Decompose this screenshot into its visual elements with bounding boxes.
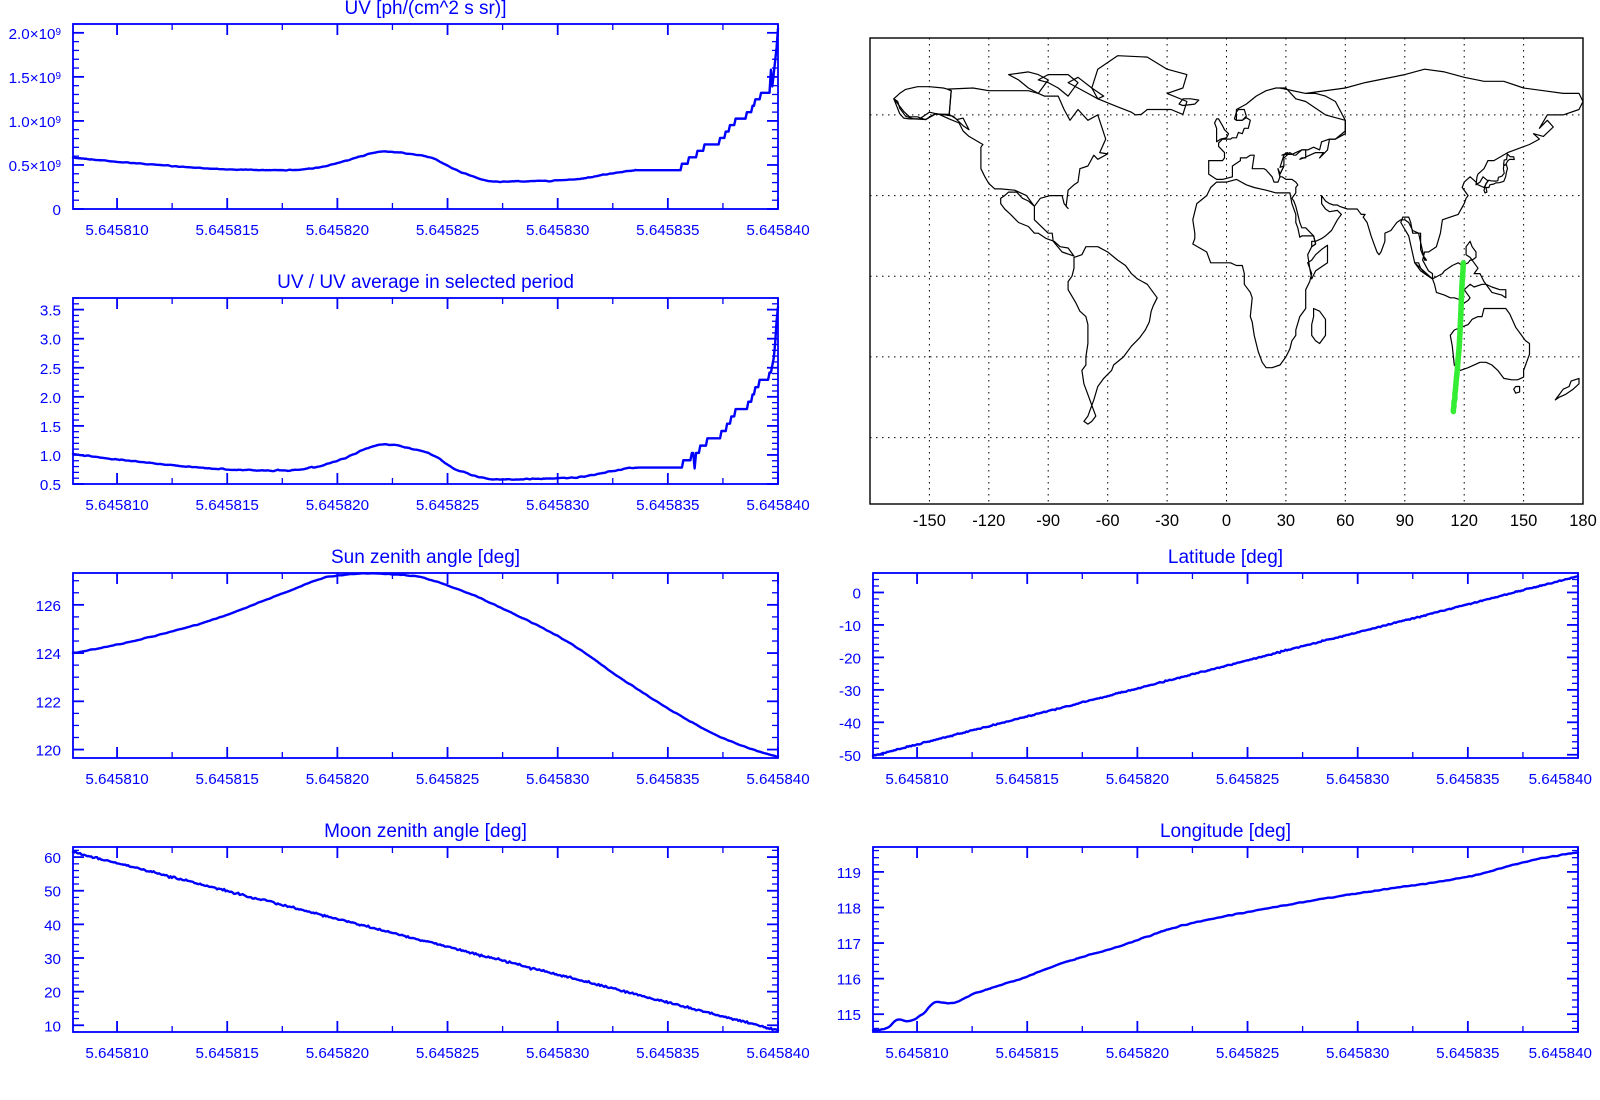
svg-text:124: 124 — [36, 646, 61, 663]
svg-text:5.645835: 5.645835 — [636, 771, 699, 788]
svg-text:5.645810: 5.645810 — [85, 497, 148, 514]
svg-text:5.645820: 5.645820 — [306, 771, 369, 788]
svg-text:UV / UV average in selected pe: UV / UV average in selected period — [277, 272, 574, 293]
svg-text:40: 40 — [44, 917, 61, 934]
svg-text:119: 119 — [837, 865, 861, 882]
svg-text:-40: -40 — [839, 715, 861, 732]
svg-text:Sun zenith angle [deg]: Sun zenith angle [deg] — [331, 547, 520, 568]
svg-text:5.645820: 5.645820 — [306, 222, 369, 239]
svg-text:5.645830: 5.645830 — [526, 222, 589, 239]
svg-text:-50: -50 — [839, 748, 861, 765]
svg-text:180: 180 — [1569, 512, 1597, 530]
svg-text:UV [ph/(cm^2 s sr)]: UV [ph/(cm^2 s sr)] — [345, 0, 507, 19]
svg-text:-20: -20 — [839, 650, 861, 667]
svg-text:5.645835: 5.645835 — [636, 497, 699, 514]
svg-text:1.5: 1.5 — [40, 419, 61, 436]
svg-text:5.645840: 5.645840 — [746, 497, 809, 514]
svg-text:5.645820: 5.645820 — [1106, 1045, 1169, 1062]
svg-text:30: 30 — [1277, 512, 1295, 530]
svg-text:50: 50 — [44, 884, 61, 901]
svg-text:-10: -10 — [839, 618, 861, 635]
svg-text:3.0: 3.0 — [40, 332, 61, 349]
svg-text:1.0: 1.0 — [40, 448, 61, 465]
svg-text:5.645840: 5.645840 — [746, 1045, 809, 1062]
svg-text:5.645810: 5.645810 — [85, 1045, 148, 1062]
svg-text:-150: -150 — [913, 512, 946, 530]
svg-text:3.5: 3.5 — [40, 303, 61, 320]
svg-text:5.645825: 5.645825 — [1216, 1045, 1279, 1062]
svg-text:5.645810: 5.645810 — [85, 222, 148, 239]
svg-text:5.645825: 5.645825 — [416, 771, 479, 788]
svg-text:5.645830: 5.645830 — [526, 1045, 589, 1062]
svg-text:10: 10 — [44, 1018, 61, 1035]
svg-text:5.645830: 5.645830 — [526, 771, 589, 788]
svg-text:120: 120 — [1450, 512, 1478, 530]
svg-text:5.645840: 5.645840 — [1529, 771, 1592, 788]
svg-text:5.645830: 5.645830 — [526, 497, 589, 514]
svg-text:5.645820: 5.645820 — [1106, 771, 1169, 788]
svg-text:1.0×109: 1.0×109 — [9, 114, 62, 131]
svg-text:-90: -90 — [1036, 512, 1060, 530]
svg-text:1.5×109: 1.5×109 — [9, 70, 62, 87]
svg-text:90: 90 — [1396, 512, 1414, 530]
svg-text:5.645840: 5.645840 — [746, 222, 809, 239]
svg-text:5.645815: 5.645815 — [196, 1045, 259, 1062]
svg-text:60: 60 — [1336, 512, 1354, 530]
svg-text:Longitude [deg]: Longitude [deg] — [1160, 821, 1291, 842]
svg-text:60: 60 — [44, 850, 61, 867]
svg-text:5.645825: 5.645825 — [416, 497, 479, 514]
svg-text:2.5: 2.5 — [40, 361, 61, 378]
svg-text:0: 0 — [853, 586, 861, 603]
svg-text:0.5×109: 0.5×109 — [9, 158, 62, 175]
svg-text:5.645815: 5.645815 — [996, 771, 1059, 788]
svg-text:122: 122 — [36, 694, 61, 711]
svg-text:-60: -60 — [1096, 512, 1120, 530]
svg-text:-120: -120 — [972, 512, 1005, 530]
svg-text:5.645835: 5.645835 — [636, 222, 699, 239]
svg-text:30: 30 — [44, 951, 61, 968]
svg-text:126: 126 — [36, 598, 61, 615]
svg-text:Moon zenith angle [deg]: Moon zenith angle [deg] — [324, 821, 527, 842]
svg-text:0: 0 — [1222, 512, 1231, 530]
svg-text:5.645820: 5.645820 — [306, 1045, 369, 1062]
svg-text:Latitude [deg]: Latitude [deg] — [1168, 547, 1283, 568]
svg-text:5.645835: 5.645835 — [1436, 1045, 1499, 1062]
svg-text:5.645815: 5.645815 — [196, 222, 259, 239]
svg-text:5.645835: 5.645835 — [636, 1045, 699, 1062]
svg-text:5.645820: 5.645820 — [306, 497, 369, 514]
svg-text:5.645815: 5.645815 — [196, 771, 259, 788]
svg-text:5.645840: 5.645840 — [1529, 1045, 1592, 1062]
svg-text:0: 0 — [53, 202, 61, 219]
svg-text:120: 120 — [36, 743, 61, 760]
svg-text:5.645825: 5.645825 — [416, 1045, 479, 1062]
svg-text:20: 20 — [44, 985, 61, 1002]
svg-text:5.645835: 5.645835 — [1436, 771, 1499, 788]
svg-text:2.0×109: 2.0×109 — [9, 26, 62, 43]
svg-text:115: 115 — [837, 1007, 861, 1024]
svg-text:2.0: 2.0 — [40, 390, 61, 407]
svg-text:5.645815: 5.645815 — [996, 1045, 1059, 1062]
svg-text:116: 116 — [837, 972, 861, 989]
svg-text:5.645815: 5.645815 — [196, 497, 259, 514]
svg-text:5.645825: 5.645825 — [1216, 771, 1279, 788]
svg-text:5.645810: 5.645810 — [85, 771, 148, 788]
svg-text:117: 117 — [837, 936, 861, 953]
svg-text:5.645840: 5.645840 — [746, 771, 809, 788]
svg-text:5.645825: 5.645825 — [416, 222, 479, 239]
svg-text:150: 150 — [1510, 512, 1538, 530]
svg-text:0.5: 0.5 — [40, 477, 61, 494]
svg-text:-30: -30 — [1155, 512, 1179, 530]
svg-text:-30: -30 — [839, 683, 861, 700]
svg-text:5.645810: 5.645810 — [885, 771, 948, 788]
svg-text:5.645830: 5.645830 — [1326, 771, 1389, 788]
svg-text:5.645830: 5.645830 — [1326, 1045, 1389, 1062]
svg-text:118: 118 — [837, 901, 861, 918]
svg-text:5.645810: 5.645810 — [885, 1045, 948, 1062]
